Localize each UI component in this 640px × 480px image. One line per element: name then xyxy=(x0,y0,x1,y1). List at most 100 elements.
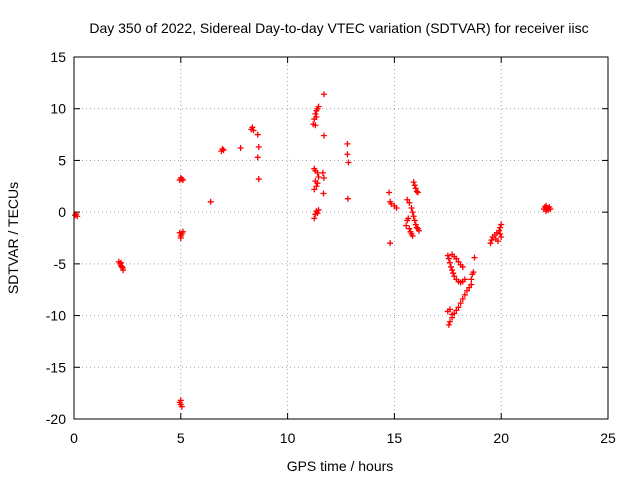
data-point xyxy=(320,175,327,182)
data-point xyxy=(409,232,416,239)
x-tick-label: 15 xyxy=(387,430,403,446)
data-point xyxy=(311,215,318,222)
data-point xyxy=(415,227,422,234)
y-tick-label: -20 xyxy=(46,411,66,427)
data-point xyxy=(255,176,262,183)
data-point xyxy=(547,206,554,213)
data-point xyxy=(119,264,126,271)
y-tick-label: -15 xyxy=(46,359,66,375)
data-point xyxy=(313,113,320,120)
data-point xyxy=(313,183,320,190)
data-point xyxy=(117,259,124,266)
data-point xyxy=(345,159,352,166)
data-point xyxy=(179,228,186,235)
y-tick-label: 5 xyxy=(58,152,66,168)
data-point xyxy=(315,173,322,180)
data-point xyxy=(449,267,456,274)
x-tick-label: 0 xyxy=(70,430,78,446)
data-point xyxy=(468,276,475,283)
data-point xyxy=(494,238,501,245)
data-point xyxy=(405,215,412,222)
y-tick-label: 0 xyxy=(58,204,66,220)
data-point xyxy=(450,270,457,277)
data-point xyxy=(413,188,420,195)
data-point xyxy=(314,169,321,176)
data-point xyxy=(412,185,419,192)
data-point xyxy=(403,222,410,229)
y-tick-label: 10 xyxy=(50,101,66,117)
data-point xyxy=(464,287,471,294)
data-point xyxy=(470,269,477,276)
data-point xyxy=(445,255,452,262)
data-point xyxy=(451,273,458,280)
x-axis-label: GPS time / hours xyxy=(287,458,394,474)
data-point xyxy=(453,307,460,314)
data-point xyxy=(250,127,257,134)
data-point xyxy=(543,208,550,215)
data-point xyxy=(220,147,227,154)
data-point xyxy=(314,180,321,187)
data-point xyxy=(471,254,478,261)
data-point xyxy=(320,91,327,98)
data-point xyxy=(178,176,185,183)
data-point xyxy=(488,237,495,244)
data-point xyxy=(386,189,393,196)
data-point xyxy=(408,205,415,212)
data-point xyxy=(406,225,413,232)
data-point xyxy=(455,258,462,265)
data-point xyxy=(255,143,262,150)
data-point xyxy=(393,205,400,212)
data-point xyxy=(344,151,351,158)
data-point xyxy=(319,169,326,176)
data-point xyxy=(315,103,322,110)
data-point xyxy=(178,403,185,410)
data-point xyxy=(455,304,462,311)
data-point xyxy=(461,291,468,298)
data-point xyxy=(179,177,186,184)
data-point xyxy=(414,189,421,196)
chart-title: Day 350 of 2022, Sidereal Day-to-day VTE… xyxy=(89,20,588,36)
data-point xyxy=(411,217,418,224)
data-point xyxy=(444,252,451,259)
data-point xyxy=(177,235,184,241)
data-point xyxy=(410,179,417,186)
data-point xyxy=(344,140,351,147)
data-point xyxy=(453,255,460,262)
data-point xyxy=(312,110,319,117)
data-point xyxy=(249,124,256,131)
data-point xyxy=(409,209,416,216)
data-point xyxy=(496,227,503,234)
data-point xyxy=(498,221,505,228)
data-point xyxy=(315,207,322,214)
data-point xyxy=(320,190,327,197)
data-point xyxy=(410,213,417,220)
data-point xyxy=(459,296,466,303)
y-axis-label: SDTVAR / TECUs xyxy=(5,182,21,294)
data-point xyxy=(446,318,453,325)
data-point xyxy=(320,132,327,139)
data-point xyxy=(445,321,452,328)
data-point xyxy=(387,240,394,247)
x-tick-label: 25 xyxy=(600,430,616,446)
data-point xyxy=(177,397,184,404)
data-point xyxy=(254,131,261,138)
data-point xyxy=(466,284,473,291)
y-tick-label: 15 xyxy=(50,49,66,65)
data-point xyxy=(404,196,411,203)
x-tick-label: 5 xyxy=(177,430,185,446)
data-point xyxy=(74,213,81,220)
data-point xyxy=(446,306,453,313)
data-point xyxy=(406,199,413,206)
data-point xyxy=(344,195,351,202)
plot-frame xyxy=(73,56,609,420)
data-point xyxy=(457,300,464,307)
data-point xyxy=(498,233,505,240)
data-point xyxy=(237,145,244,152)
data-point xyxy=(254,154,261,161)
data-point xyxy=(487,240,494,247)
data-points xyxy=(72,91,554,410)
grid-lines xyxy=(74,57,608,419)
data-point xyxy=(459,263,466,270)
x-tick-label: 20 xyxy=(493,430,509,446)
